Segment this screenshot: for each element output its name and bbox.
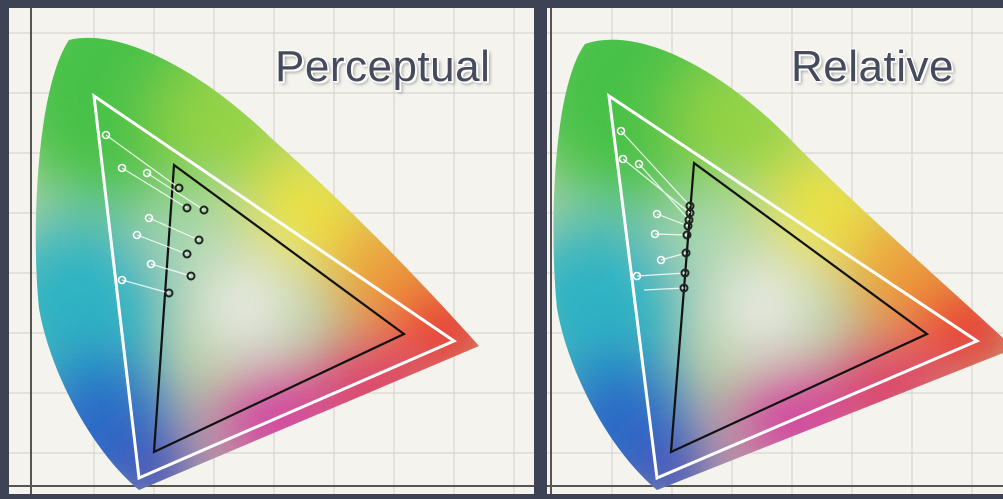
- source-points: [616, 126, 666, 281]
- mapped-points: [164, 183, 209, 298]
- mapping-lines: [105, 134, 205, 294]
- inner-gamut-outline: [152, 162, 407, 454]
- outer-gamut-outline: [607, 92, 981, 481]
- mapping-lines: [620, 130, 691, 291]
- source-points: [101, 130, 156, 285]
- relative-panel: Relative: [547, 8, 1003, 494]
- perceptual-panel: Perceptual: [9, 8, 534, 494]
- panel-title-perceptual: Perceptual: [275, 42, 491, 91]
- outer-gamut-outline: [92, 92, 458, 481]
- perceptual-gamut-diagram: [9, 8, 534, 494]
- inner-gamut-outline: [669, 160, 930, 454]
- relative-gamut-diagram: [547, 8, 1003, 494]
- panel-title-relative: Relative: [791, 42, 954, 91]
- mapped-points: [679, 201, 695, 293]
